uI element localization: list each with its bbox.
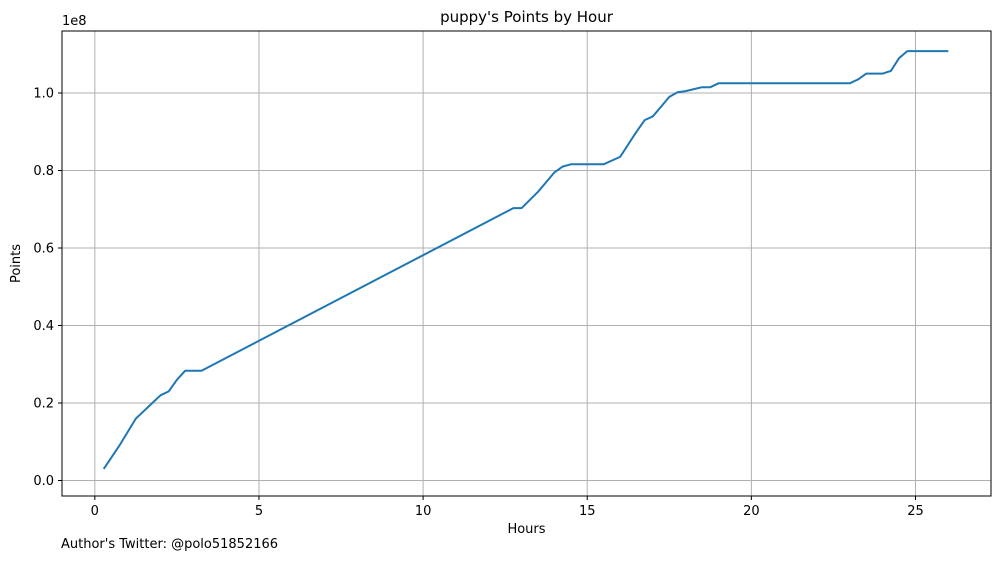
x-tick-label: 15: [579, 504, 596, 519]
plot-frame: [61, 30, 992, 497]
y-tick-label: 0.6: [33, 242, 54, 257]
series-layer: [102, 50, 949, 470]
series-line: [102, 50, 949, 470]
y-tick-label: 1.0: [33, 87, 54, 102]
x-axis-ticks: 0 5 10 15 20 25: [91, 496, 924, 519]
chart-title: puppy's Points by Hour: [440, 8, 614, 26]
x-tick-label: 10: [415, 504, 432, 519]
author-footnote: Author's Twitter: @polo51852166: [61, 537, 279, 552]
x-axis-label: Hours: [507, 522, 545, 537]
y-axis-label: Points: [9, 244, 24, 283]
y-tick-label: 0.0: [33, 474, 54, 489]
y-tick-label: 0.2: [33, 397, 54, 412]
x-tick-label: 0: [91, 504, 99, 519]
grid-lines: [62, 31, 991, 496]
y-tick-label: 0.4: [33, 319, 54, 334]
x-tick-label: 25: [907, 504, 924, 519]
y-axis-ticks: 0.0 0.2 0.4 0.6 0.8 1.0: [33, 87, 62, 489]
x-tick-label: 20: [743, 504, 760, 519]
y-tick-label: 0.8: [33, 164, 54, 179]
x-tick-label: 5: [255, 504, 263, 519]
y-axis-offset-text: 1e8: [62, 14, 87, 29]
